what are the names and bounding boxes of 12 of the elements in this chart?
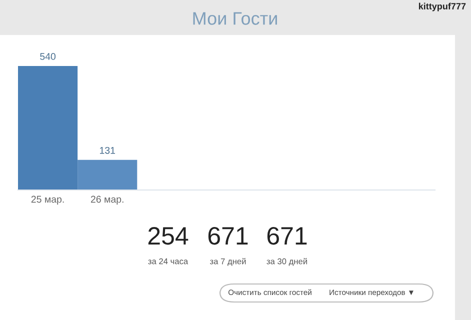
text: 671 bbox=[267, 227, 307, 245]
text: Мои Гости bbox=[193, 12, 277, 25]
text: 671 bbox=[208, 227, 248, 245]
data-label: 131 bbox=[100, 146, 115, 154]
text: kittypuf777 bbox=[418, 2, 466, 12]
text: за 7 дней bbox=[210, 258, 246, 266]
x-tick-label: 26 мар. bbox=[90, 196, 124, 205]
x-tick-label: 25 мар. bbox=[31, 196, 64, 205]
data-label: 540 bbox=[40, 53, 56, 60]
text: 254 bbox=[148, 227, 188, 245]
text: за 24 часа bbox=[148, 258, 188, 264]
text: за 30 дней bbox=[266, 258, 307, 266]
